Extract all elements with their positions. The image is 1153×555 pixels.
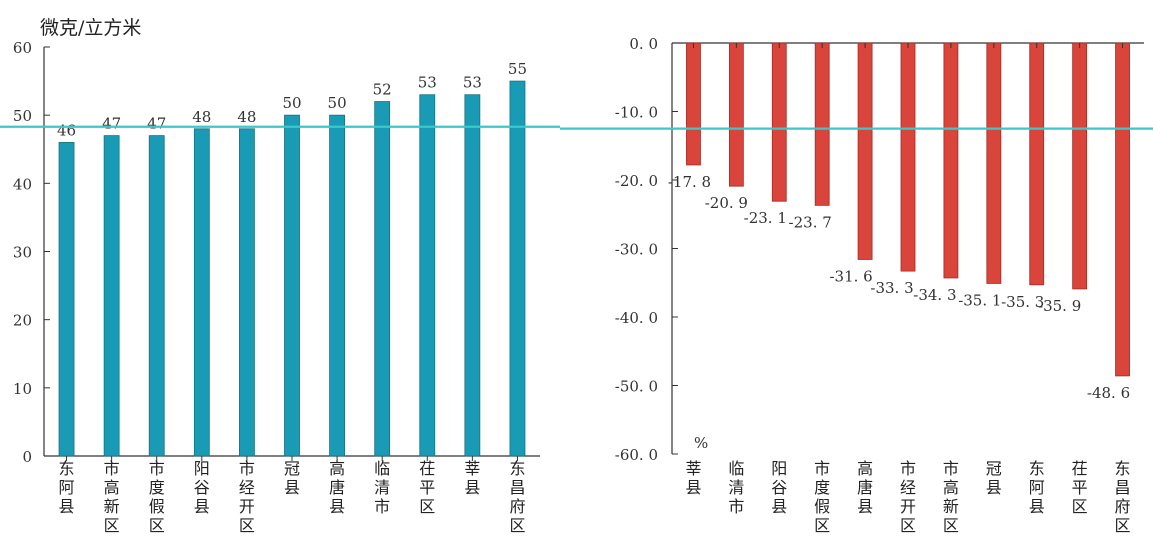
unit-label: %	[694, 434, 708, 452]
category-label: 东阿县	[59, 459, 75, 516]
category-label: 阳谷县	[194, 459, 210, 516]
y-tick-label: 40	[13, 175, 32, 193]
bar	[148, 135, 165, 457]
category-label: 市经开区	[900, 459, 916, 535]
category-label: 莘县	[685, 459, 701, 497]
bar	[814, 42, 830, 206]
bar-value-label: 47	[102, 115, 121, 133]
bar	[329, 114, 345, 457]
y-tick-label: 0	[22, 448, 32, 466]
bar	[284, 114, 300, 457]
bar-value-label: 53	[418, 74, 437, 92]
bar-value-label: 48	[192, 108, 211, 126]
y-tick-label: -50. 0	[615, 378, 658, 396]
bar	[374, 101, 391, 457]
bar	[857, 42, 873, 260]
category-label: 高唐县	[329, 459, 345, 516]
bar-value-label: -33. 3	[870, 279, 913, 297]
unit-label: 微克/立方米	[40, 17, 141, 39]
bar-value-label: 55	[508, 60, 527, 78]
category-label: 市度假区	[814, 459, 830, 535]
y-tick-label: -60. 0	[615, 446, 658, 464]
y-tick-label: -30. 0	[615, 241, 658, 259]
bar-value-label: 52	[373, 81, 392, 99]
y-tick-label: -40. 0	[615, 309, 658, 327]
category-label: 东昌府区	[1115, 459, 1131, 535]
category-label: 市经开区	[239, 459, 255, 535]
pm-change-rate-chart: 0. 0 -10. 0 -20. 0 -30. 0 -40. 0 -50. 0 -60. 0…	[560, 35, 1153, 535]
y-tick-label: 10	[13, 380, 32, 398]
bar	[1072, 42, 1088, 290]
y-tick-label: 0. 0	[629, 35, 658, 53]
category-label: 高唐县	[857, 459, 873, 516]
category-label: 东昌府区	[509, 459, 525, 535]
bar	[193, 128, 210, 457]
bar	[728, 42, 744, 187]
y-tick-label: -20. 0	[615, 172, 658, 190]
category-label: 临清市	[728, 459, 744, 516]
bar	[419, 94, 436, 457]
category-label: 东阿县	[1029, 459, 1045, 516]
bar-value-label: 46	[57, 121, 76, 139]
bar-value-label: -48. 6	[1087, 384, 1130, 402]
bar	[103, 135, 120, 457]
category-label: 茌平区	[1072, 459, 1088, 516]
bar-value-label: 50	[282, 94, 301, 112]
category-label: 市度假区	[149, 459, 165, 535]
bar-value-label: 48	[237, 108, 256, 126]
bar	[900, 42, 916, 272]
bar	[943, 42, 959, 279]
bar	[464, 94, 481, 457]
bar	[686, 42, 701, 166]
bar	[986, 42, 1002, 284]
category-label: 市高新区	[104, 459, 120, 535]
bar-value-label: -17. 8	[668, 173, 711, 191]
bar-value-label: 53	[463, 74, 482, 92]
pm-concentration-chart: 微克/立方米 0 10 20 30 40 50 60 46 东阿县 47 市高新区 47 市度假区 48 阳谷…	[0, 17, 560, 535]
category-label: 临清市	[374, 459, 390, 516]
bar	[509, 80, 526, 457]
category-label: 阳谷县	[771, 459, 787, 516]
bar-value-label: 47	[147, 115, 166, 133]
y-tick-label: 20	[13, 312, 32, 330]
y-tick-label: -10. 0	[615, 104, 658, 122]
bar	[1115, 42, 1130, 377]
y-tick-label: 50	[13, 107, 32, 125]
bar-value-label: -34. 3	[913, 286, 956, 304]
category-label: 冠县	[284, 459, 300, 497]
category-label: 茌平区	[419, 459, 435, 516]
bar-value-label: -35. 1	[958, 291, 1001, 309]
y-tick-label: 60	[13, 39, 32, 57]
bar-value-label: -23. 1	[744, 209, 787, 227]
y-tick-label: 30	[13, 244, 32, 262]
bar-value-label: -35. 9	[1038, 297, 1081, 315]
bar	[1029, 42, 1045, 286]
bar-value-label: -20. 9	[705, 194, 748, 212]
bar	[239, 128, 255, 457]
category-label: 莘县	[464, 459, 480, 497]
category-label: 市高新区	[943, 459, 959, 535]
bar-value-label: -31. 6	[829, 267, 872, 285]
bar-value-label: -35. 3	[1001, 293, 1044, 311]
bar-value-label: -23. 7	[789, 213, 832, 231]
category-label: 冠县	[986, 459, 1002, 497]
bar	[771, 42, 787, 202]
bar	[58, 142, 75, 457]
bar-value-label: 50	[328, 94, 347, 112]
